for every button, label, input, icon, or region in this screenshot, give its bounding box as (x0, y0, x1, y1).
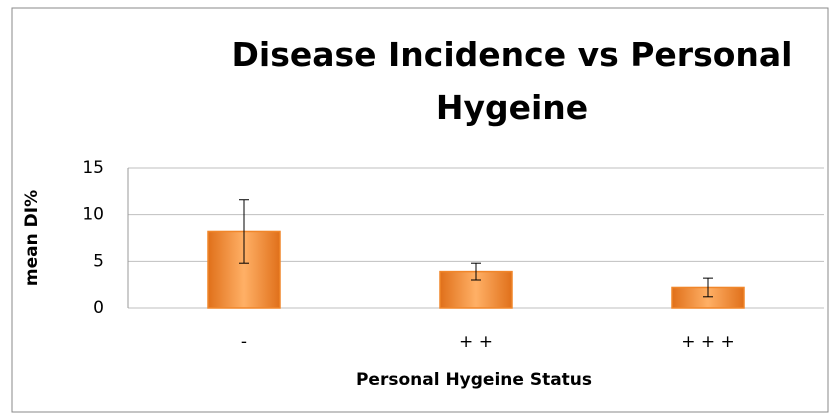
y-axis-label: mean DI% (22, 190, 42, 286)
y-tick-label: 5 (93, 251, 104, 271)
x-tick-label: + + (459, 332, 493, 352)
y-tick-label: 10 (82, 205, 104, 225)
error-bar (703, 277, 713, 298)
y-tick-label: 15 (82, 158, 104, 178)
x-tick-label: + + + (681, 332, 735, 352)
chart-border (11, 7, 829, 413)
error-bar (471, 262, 481, 281)
x-axis-label: Personal Hygeine Status (356, 370, 592, 390)
chart-title: Disease Incidence vs Personal Hygeine (231, 35, 793, 127)
y-tick-label: 0 (93, 298, 104, 318)
error-bar (239, 199, 249, 264)
x-tick-label: - (241, 332, 247, 352)
